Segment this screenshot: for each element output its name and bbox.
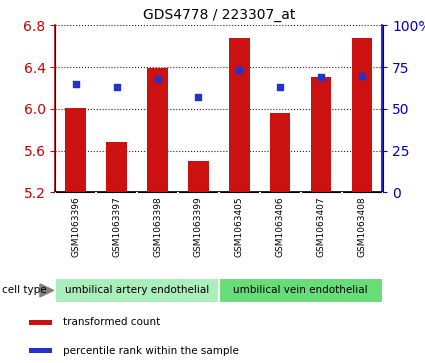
Bar bbox=[311, 77, 332, 192]
Bar bbox=[270, 113, 290, 192]
Text: GSM1063408: GSM1063408 bbox=[357, 197, 366, 257]
Point bbox=[277, 84, 283, 90]
Bar bbox=[65, 108, 86, 192]
Text: umbilical artery endothelial: umbilical artery endothelial bbox=[65, 285, 209, 295]
Bar bbox=[219, 278, 382, 303]
Bar bbox=[29, 320, 52, 325]
Text: GSM1063406: GSM1063406 bbox=[276, 197, 285, 257]
Text: GSM1063398: GSM1063398 bbox=[153, 197, 162, 257]
Polygon shape bbox=[40, 284, 54, 297]
Bar bbox=[29, 348, 52, 353]
Text: percentile rank within the sample: percentile rank within the sample bbox=[63, 346, 239, 356]
Title: GDS4778 / 223307_at: GDS4778 / 223307_at bbox=[143, 8, 295, 22]
Point bbox=[195, 94, 202, 100]
Bar bbox=[106, 142, 127, 192]
Point bbox=[318, 74, 325, 80]
Bar bbox=[147, 68, 168, 192]
Bar bbox=[188, 161, 209, 192]
Point bbox=[359, 73, 366, 78]
Point bbox=[72, 81, 79, 87]
Text: GSM1063407: GSM1063407 bbox=[317, 197, 326, 257]
Text: GSM1063399: GSM1063399 bbox=[194, 197, 203, 257]
Bar bbox=[352, 38, 372, 192]
Text: transformed count: transformed count bbox=[63, 318, 161, 327]
Bar bbox=[55, 278, 219, 303]
Text: GSM1063405: GSM1063405 bbox=[235, 197, 244, 257]
Text: GSM1063397: GSM1063397 bbox=[112, 197, 121, 257]
Point bbox=[236, 68, 243, 73]
Bar bbox=[229, 38, 249, 192]
Text: umbilical vein endothelial: umbilical vein endothelial bbox=[233, 285, 368, 295]
Point bbox=[154, 76, 161, 82]
Text: GSM1063396: GSM1063396 bbox=[71, 197, 80, 257]
Point bbox=[113, 84, 120, 90]
Text: cell type: cell type bbox=[2, 285, 47, 295]
